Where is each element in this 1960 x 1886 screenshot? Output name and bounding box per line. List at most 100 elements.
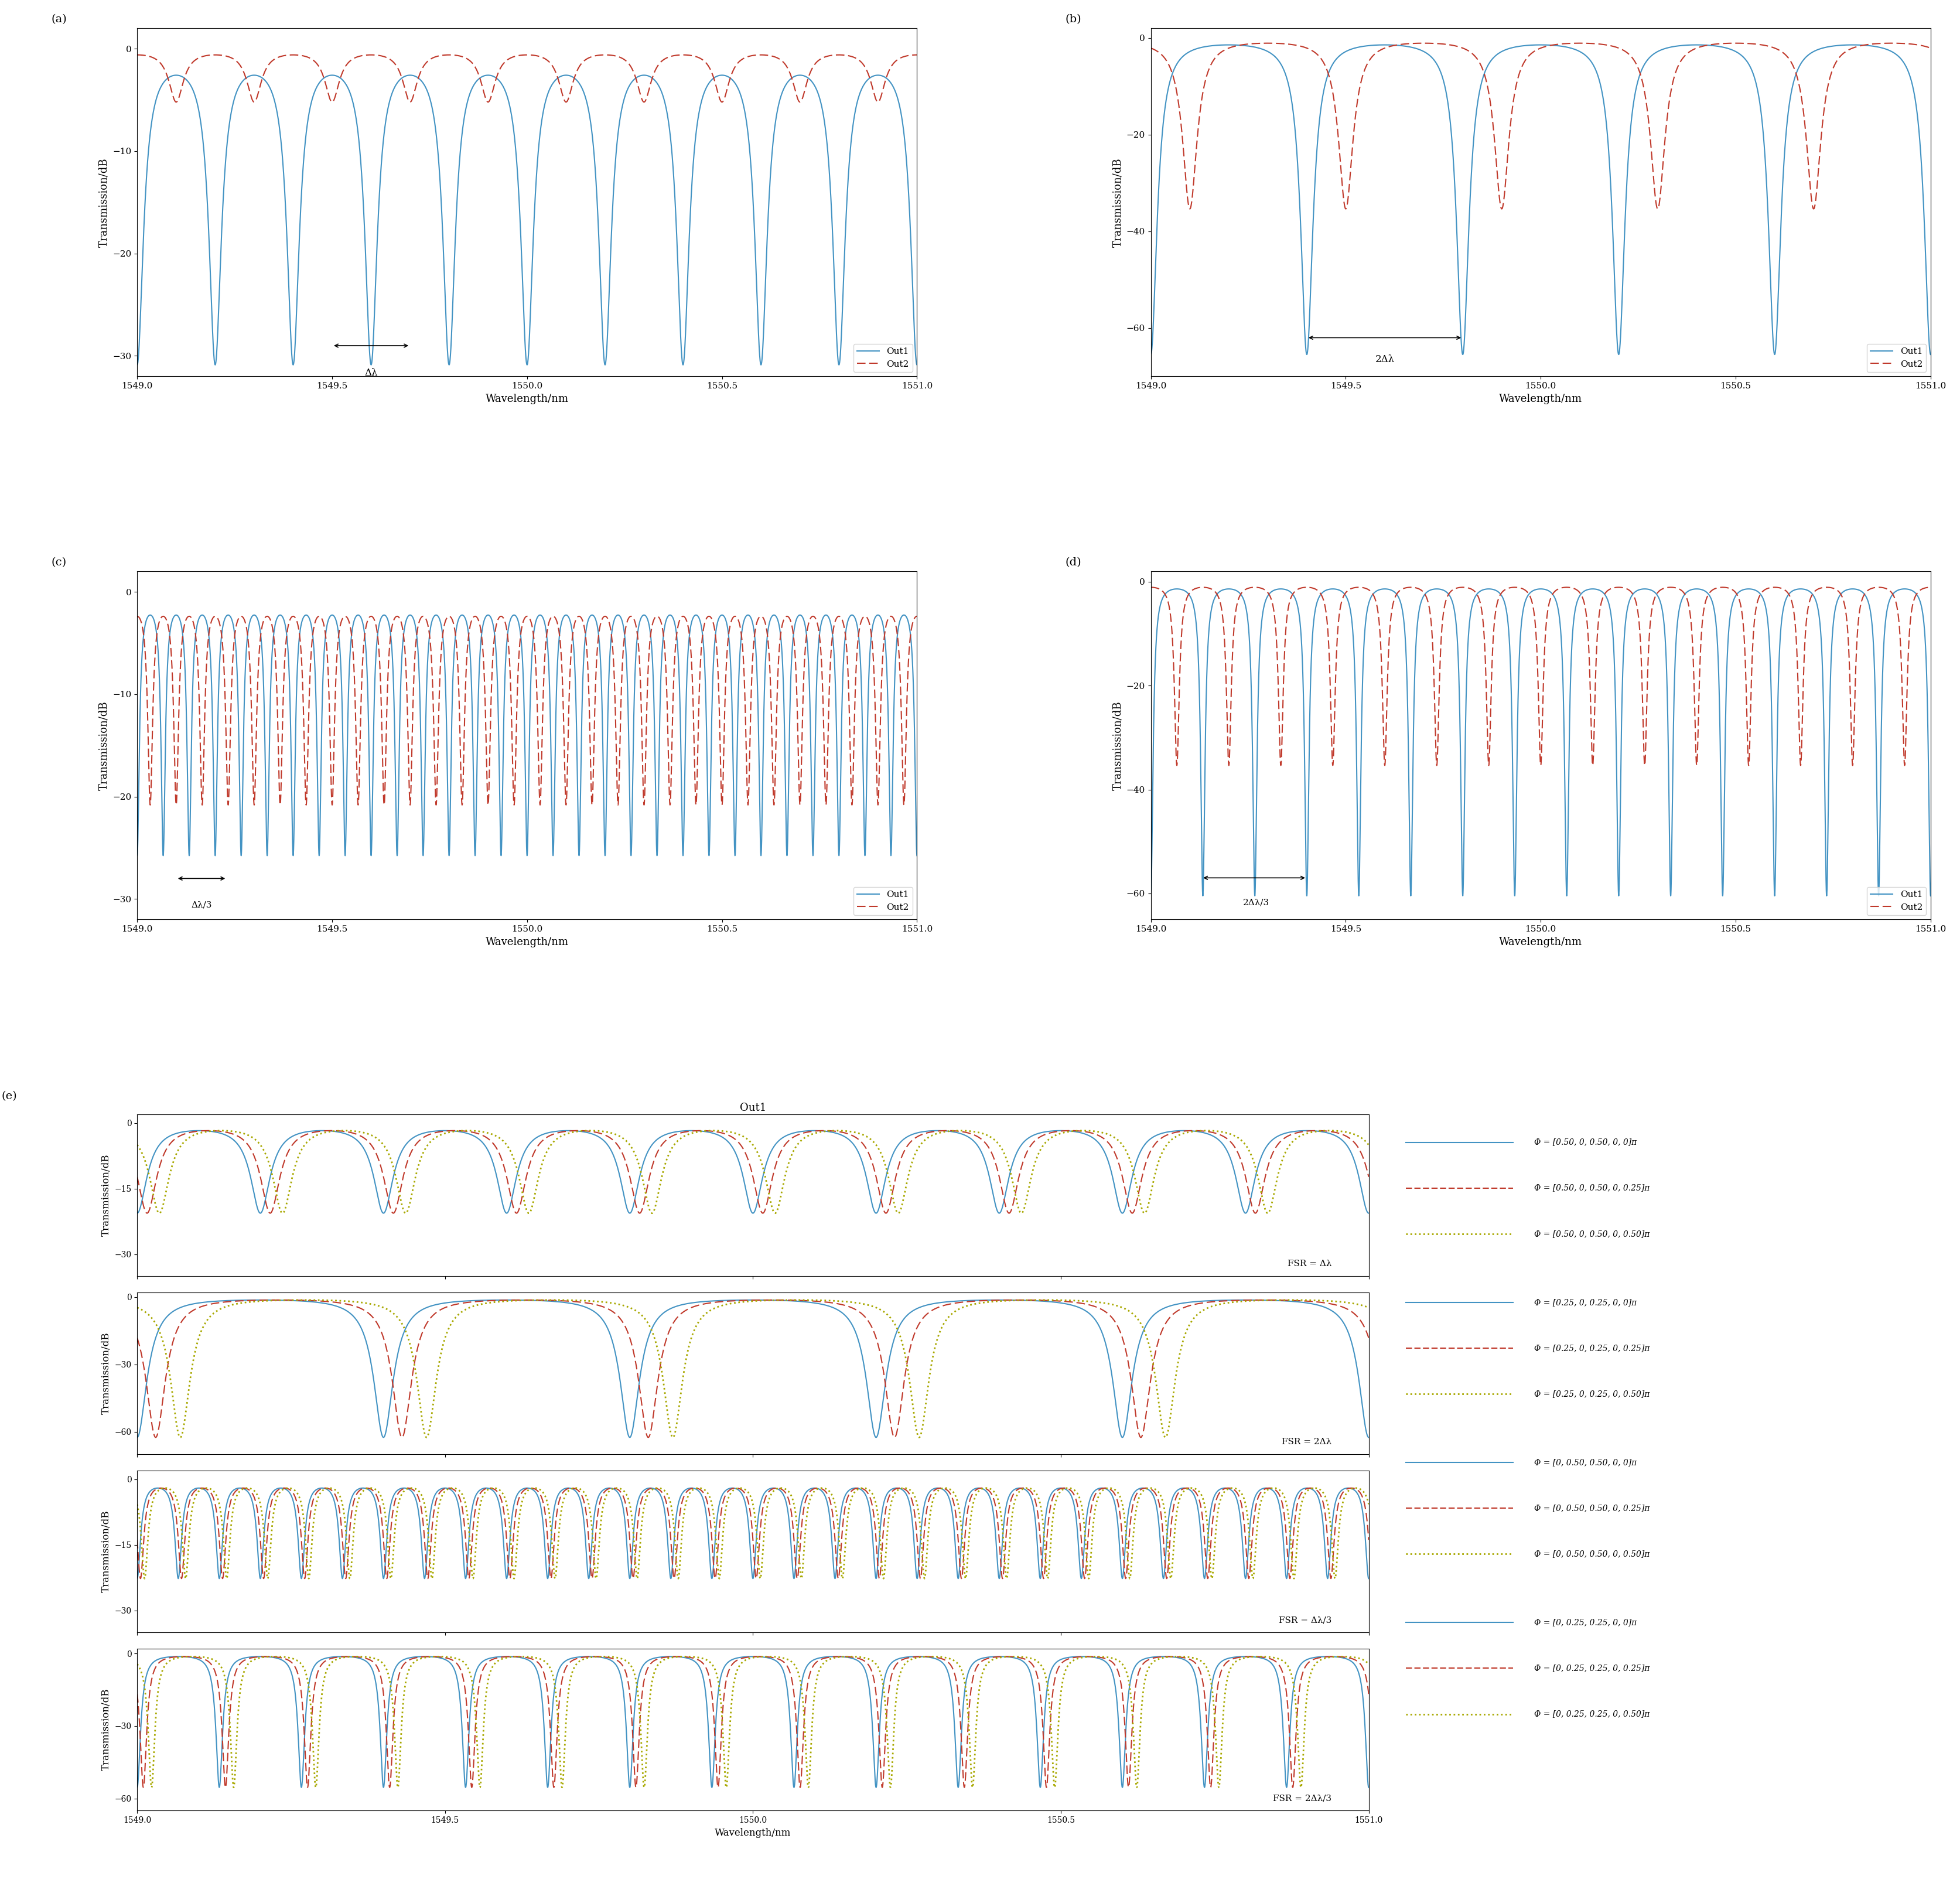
Out2 — [1139, 575, 1162, 598]
Out1 — [600, 224, 623, 247]
Out2 — [139, 794, 163, 817]
X-axis label: Wavelength/nm: Wavelength/nm — [486, 937, 568, 947]
Text: Φ = [0, 0.25, 0.25, 0, 0]π: Φ = [0, 0.25, 0.25, 0, 0]π — [1535, 1618, 1637, 1628]
Line: Out2: Out2 — [137, 55, 917, 102]
Out2 — [327, 622, 351, 645]
Text: Φ = [0.50, 0, 0.50, 0, 0]π: Φ = [0.50, 0, 0.50, 0, 0]π — [1535, 1137, 1637, 1147]
Out1 — [1550, 626, 1574, 649]
Text: Δλ/3: Δλ/3 — [192, 902, 212, 909]
Out2 — [1613, 577, 1637, 600]
Line: Out1: Out1 — [1151, 45, 1931, 355]
Text: Φ = [0, 0.50, 0.50, 0, 0]π: Φ = [0, 0.50, 0.50, 0, 0]π — [1535, 1458, 1637, 1467]
Out2 — [241, 91, 265, 113]
Out1 — [1840, 34, 1864, 57]
Out2 — [167, 724, 190, 747]
Out1 — [167, 605, 190, 628]
Out1 — [1254, 40, 1278, 62]
Out2 — [1539, 34, 1562, 57]
Line: Out1: Out1 — [137, 75, 917, 364]
Out1 — [1341, 617, 1364, 639]
Out1 — [1919, 885, 1942, 907]
Out2 — [1550, 577, 1574, 600]
Text: 2Δλ: 2Δλ — [1376, 355, 1394, 364]
Text: FSR = 2Δλ/3: FSR = 2Δλ/3 — [1274, 1794, 1331, 1803]
Out2 — [1919, 36, 1942, 58]
Out1 — [892, 604, 915, 626]
Out2 — [1254, 32, 1278, 55]
Out2 — [525, 670, 549, 692]
Out2 — [1178, 198, 1201, 221]
Text: Φ = [0.50, 0, 0.50, 0, 0.25]π: Φ = [0.50, 0, 0.50, 0, 0.25]π — [1535, 1184, 1650, 1192]
Out2 — [125, 605, 149, 628]
Text: Φ = [0, 0.25, 0.25, 0, 0.50]π: Φ = [0, 0.25, 0.25, 0, 0.50]π — [1535, 1711, 1650, 1718]
Legend: Out1, Out2: Out1, Out2 — [853, 343, 913, 372]
Y-axis label: Transmission/dB: Transmission/dB — [102, 1154, 112, 1237]
X-axis label: Wavelength/nm: Wavelength/nm — [486, 394, 568, 404]
Out1 — [1341, 38, 1364, 60]
Out2 — [241, 764, 265, 786]
Text: Φ = [0.25, 0, 0.25, 0, 0.25]π: Φ = [0.25, 0, 0.25, 0, 0.25]π — [1535, 1345, 1650, 1352]
Out2 — [600, 622, 623, 645]
Out1 — [866, 64, 890, 87]
Out1 — [1613, 617, 1637, 639]
Y-axis label: Transmission/dB: Transmission/dB — [1113, 158, 1123, 247]
Out1 — [241, 604, 265, 626]
Text: (d): (d) — [1064, 556, 1082, 568]
Out1 — [1180, 40, 1203, 62]
Out1 — [1919, 343, 1942, 366]
Out1 — [125, 845, 149, 868]
Out1 — [1254, 587, 1278, 609]
Y-axis label: Transmission/dB: Transmission/dB — [98, 158, 110, 247]
Line: Out1: Out1 — [137, 615, 917, 856]
Line: Out2: Out2 — [137, 617, 917, 805]
Text: Φ = [0, 0.25, 0.25, 0, 0.25]π: Φ = [0, 0.25, 0.25, 0, 0.25]π — [1535, 1663, 1650, 1673]
Text: Δλ: Δλ — [365, 368, 378, 379]
Out1 — [600, 624, 623, 647]
Out1 — [241, 64, 265, 87]
Out2 — [1880, 32, 1903, 55]
Out2 — [600, 43, 623, 66]
Out1 — [535, 83, 559, 106]
Out2 — [525, 45, 549, 68]
Out2 — [165, 91, 188, 113]
Out2 — [1164, 754, 1188, 777]
Out2 — [1180, 579, 1203, 602]
Out2 — [535, 617, 559, 639]
Y-axis label: Transmission/dB: Transmission/dB — [102, 1332, 112, 1414]
Out1 — [1539, 581, 1562, 604]
Legend: Out1, Out2: Out1, Out2 — [1868, 343, 1927, 372]
Out2 — [1139, 36, 1162, 58]
Text: FSR = Δλ/3: FSR = Δλ/3 — [1278, 1616, 1331, 1624]
Out1 — [525, 166, 549, 189]
Text: Φ = [0.25, 0, 0.25, 0, 0]π: Φ = [0.25, 0, 0.25, 0, 0]π — [1535, 1298, 1637, 1307]
Out1 — [327, 66, 351, 89]
Out2 — [906, 43, 929, 66]
Out1 — [1139, 885, 1162, 907]
Out1 — [167, 64, 190, 87]
Line: Out2: Out2 — [1151, 587, 1931, 766]
Y-axis label: Transmission/dB: Transmission/dB — [1113, 702, 1123, 790]
Out2 — [1919, 575, 1942, 598]
Text: Φ = [0, 0.50, 0.50, 0, 0.50]π: Φ = [0, 0.50, 0.50, 0, 0.50]π — [1535, 1550, 1650, 1558]
Text: Φ = [0.50, 0, 0.50, 0, 0.50]π: Φ = [0.50, 0, 0.50, 0, 0.50]π — [1535, 1230, 1650, 1237]
Out2 — [1254, 581, 1278, 604]
Out2 — [535, 49, 559, 72]
Out1 — [1550, 34, 1574, 57]
Out1 — [125, 353, 149, 375]
Out1 — [1539, 34, 1562, 57]
Text: FSR = Δλ: FSR = Δλ — [1288, 1260, 1331, 1267]
Line: Out1: Out1 — [1151, 588, 1931, 896]
Out2 — [1341, 134, 1364, 157]
Legend: Out1, Out2: Out1, Out2 — [853, 886, 913, 915]
Out2 — [327, 72, 351, 94]
Line: Out2: Out2 — [1151, 43, 1931, 209]
Out1 — [1613, 211, 1637, 234]
Out1 — [1180, 588, 1203, 611]
Text: (c): (c) — [51, 556, 67, 568]
Out2 — [1539, 588, 1562, 611]
Text: (a): (a) — [51, 15, 67, 25]
Out1 — [535, 634, 559, 656]
Legend: Out1, Out2: Out1, Out2 — [1868, 886, 1927, 915]
X-axis label: Wavelength/nm: Wavelength/nm — [1499, 394, 1582, 404]
Out2 — [167, 89, 190, 111]
